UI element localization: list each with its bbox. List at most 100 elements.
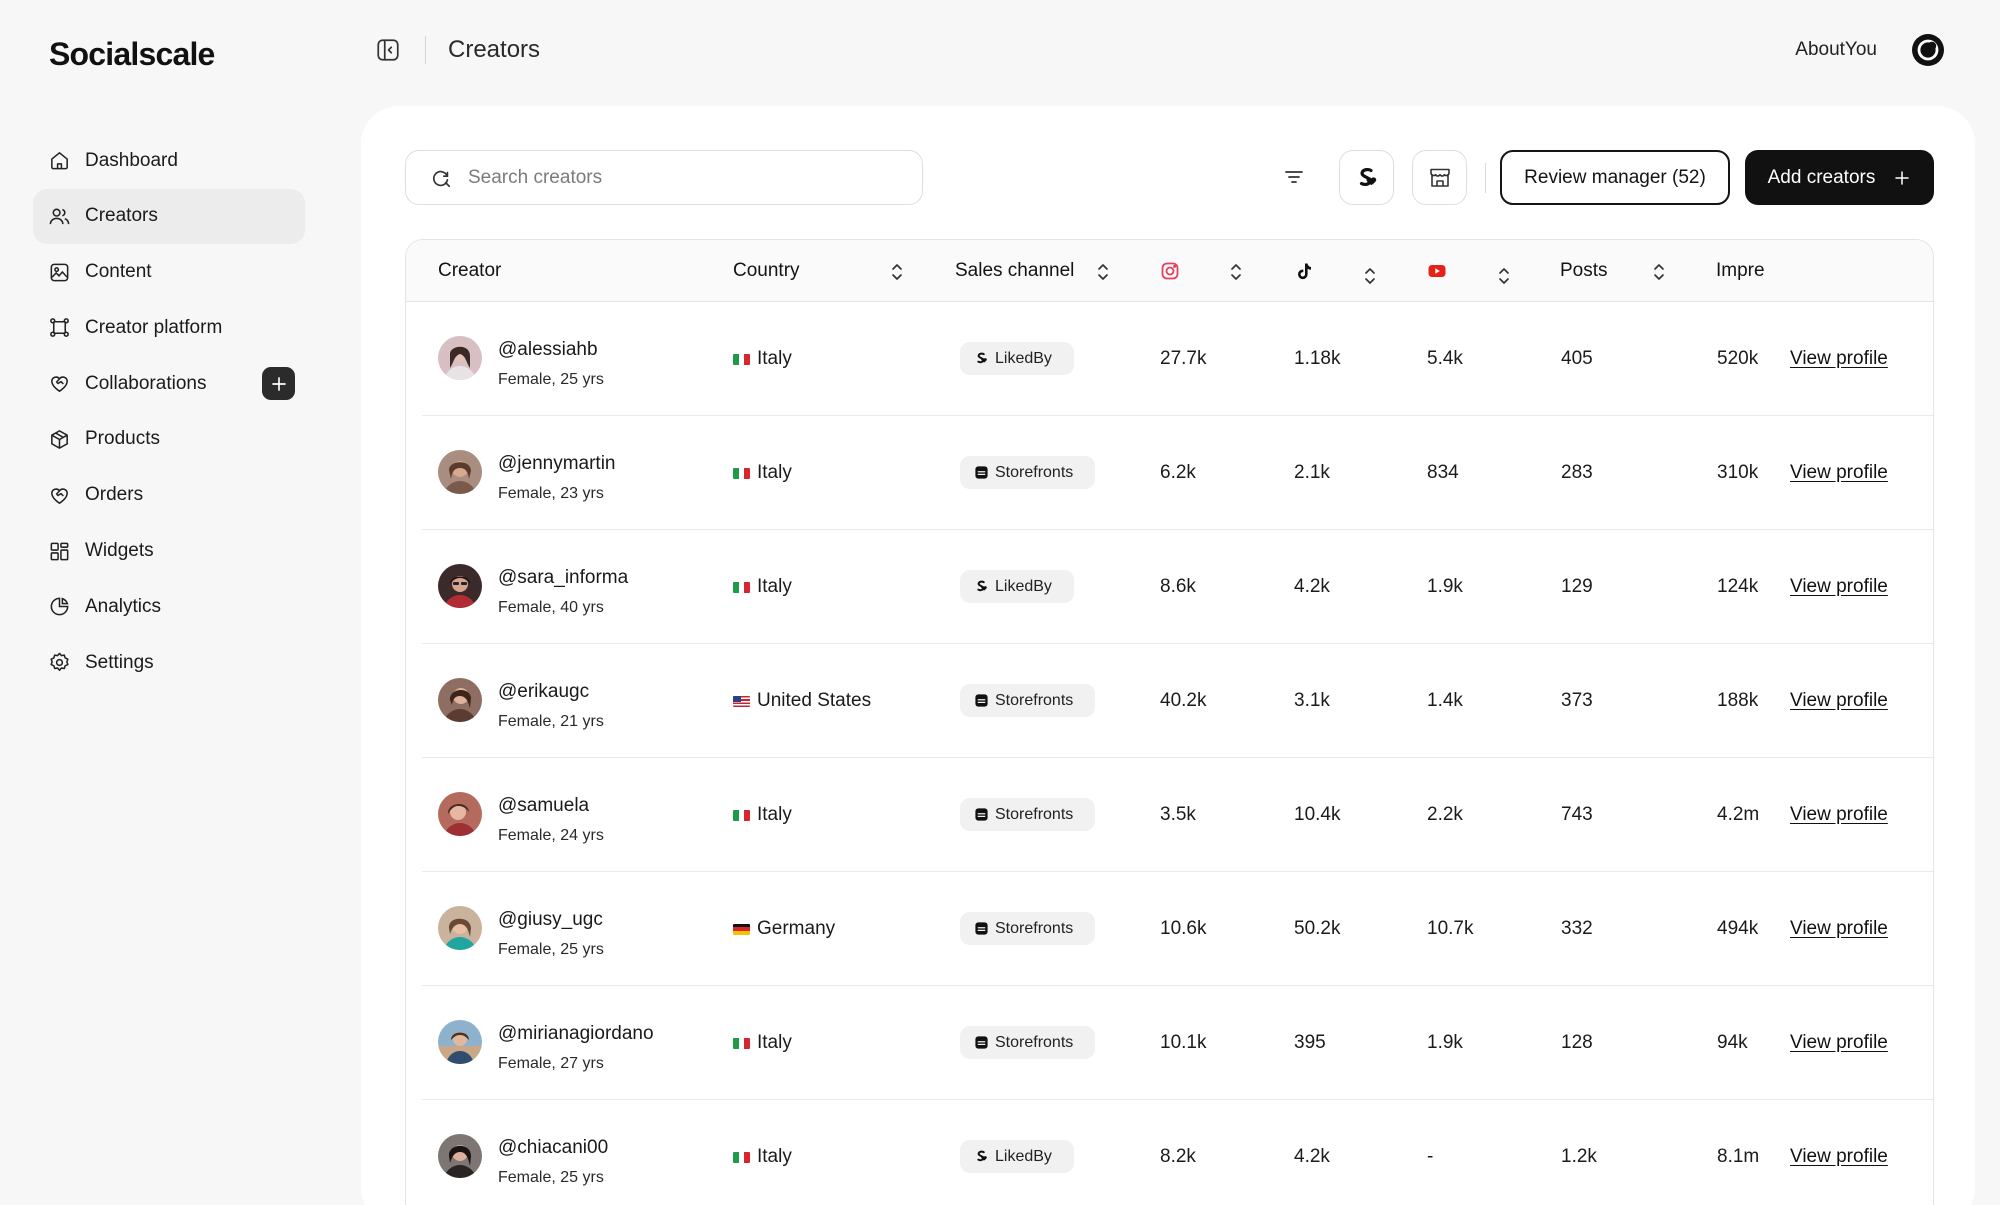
view-profile-link[interactable]: View profile [1790,690,1888,711]
column-posts[interactable]: Posts [1560,260,1608,281]
page-title: Creators [448,36,541,63]
sales-channel-badge: LikedBy [960,570,1074,603]
review-manager-button[interactable]: Review manager (52) [1500,150,1730,205]
creator-handle[interactable]: @samuela [498,795,590,816]
creator-avatar[interactable] [438,1134,482,1178]
storefronts-filter-button[interactable] [1412,150,1467,205]
add-creators-button[interactable]: Add creators [1745,150,1934,205]
sidebar-item-label: Analytics [85,595,162,617]
likedby-filter-button[interactable] [1339,150,1394,205]
sidebar-item-products[interactable]: Products [33,412,305,467]
home-icon [51,152,68,170]
sidebar-item-label: Creator platform [85,316,223,338]
view-profile-link[interactable]: View profile [1790,348,1888,369]
creator-avatar[interactable] [438,450,482,494]
posts-count: 743 [1561,804,1593,825]
creators-table: Creator Country Sales channel Posts Impr… [405,239,1934,1205]
sidebar-item-content[interactable]: Content [33,245,305,300]
creator-handle[interactable]: @chiacani00 [498,1137,609,1158]
search-box[interactable] [405,150,923,205]
likedby-icon [977,580,987,592]
instagram-icon [1161,262,1179,280]
column-country[interactable]: Country [733,260,800,281]
creator-avatar[interactable] [438,1020,482,1064]
creator-handle[interactable]: @mirianagiordano [498,1023,654,1044]
sales-channel-badge: Storefronts [960,456,1096,489]
view-profile-link[interactable]: View profile [1790,1146,1888,1167]
sales-channel-badge: Storefronts [960,912,1096,945]
column-youtube[interactable] [1427,240,1447,302]
column-impressions[interactable]: Impre [1716,260,1765,281]
likedby-icon [1359,167,1376,186]
sidebar-item-label: Settings [85,651,154,673]
sidebar-item-analytics[interactable]: Analytics [33,579,305,634]
sidebar-toggle-icon[interactable] [375,37,401,63]
storefront-icon [975,466,988,479]
creator-country: Italy [733,986,792,1100]
sort-icon[interactable] [1497,265,1511,287]
creator-country: United States [733,644,871,758]
posts-count: 1.2k [1561,1146,1597,1167]
sales-channel-label: Storefronts [995,1033,1074,1051]
creator-avatar[interactable] [438,678,482,722]
country-name: United States [757,690,872,711]
heart-handshake-icon [51,376,68,393]
add-collaboration-button[interactable] [262,367,295,401]
column-sales-channel[interactable]: Sales channel [955,260,1075,281]
search-input[interactable] [468,166,888,189]
sales-channel-badge: Storefronts [960,684,1096,717]
creator-meta: Female, 24 yrs [498,827,604,844]
country-name: Italy [757,804,792,825]
app-logo[interactable]: Socialscale [49,36,215,72]
italy-flag-icon [733,1151,750,1163]
sidebar-item-collaborations[interactable]: Collaborations [33,356,305,411]
creator-avatar[interactable] [438,564,482,608]
country-name: Italy [757,1146,792,1167]
sidebar-item-widgets[interactable]: Widgets [33,524,305,579]
view-profile-link[interactable]: View profile [1790,1032,1888,1053]
sidebar-item-creator-platform[interactable]: Creator platform [33,300,305,355]
sort-icon[interactable] [1652,261,1666,283]
pie-chart-icon [50,597,69,616]
creator-avatar[interactable] [438,792,482,836]
impressions-count: 8.1m [1717,1146,1760,1167]
view-profile-link[interactable]: View profile [1790,576,1888,597]
sidebar-item-label: Dashboard [85,149,178,171]
view-profile-link[interactable]: View profile [1790,804,1888,825]
creator-handle[interactable]: @alessiahb [498,339,598,360]
sort-icon[interactable] [1096,261,1110,283]
widgets-icon [50,542,69,560]
creator-handle[interactable]: @sara_informa [498,567,629,588]
country-name: Germany [757,918,836,939]
sidebar-item-dashboard[interactable]: Dashboard [33,133,305,188]
column-creator[interactable]: Creator [438,260,502,281]
view-profile-link[interactable]: View profile [1790,918,1888,939]
filter-icon[interactable] [1280,163,1308,191]
sidebar-item-orders[interactable]: Orders [33,468,305,523]
view-profile-link[interactable]: View profile [1790,462,1888,483]
table-row: @jennymartin Female, 23 yrs Italy Storef… [422,416,1933,530]
sort-icon[interactable] [890,261,904,283]
account-name[interactable]: AboutYou [1795,39,1877,60]
column-instagram[interactable] [1160,240,1180,302]
sidebar-item-creators[interactable]: Creators [33,188,305,244]
instagram-followers: 10.6k [1160,918,1207,939]
creator-meta: Female, 25 yrs [498,941,604,958]
youtube-followers: - [1427,1146,1434,1167]
posts-count: 332 [1561,918,1593,939]
creator-avatar[interactable] [438,906,482,950]
creator-country: Italy [733,416,792,530]
instagram-followers: 10.1k [1160,1032,1207,1053]
sort-icon[interactable] [1229,261,1243,283]
youtube-followers: 834 [1427,462,1459,483]
sort-icon[interactable] [1363,265,1377,287]
creator-handle[interactable]: @giusy_ugc [498,909,603,930]
country-name: Italy [757,348,792,369]
creator-handle[interactable]: @jennymartin [498,453,616,474]
youtube-followers: 2.2k [1427,804,1463,825]
sidebar-item-settings[interactable]: Settings [33,635,305,690]
column-tiktok[interactable] [1294,240,1314,302]
creator-avatar[interactable] [438,336,482,380]
account-avatar-icon[interactable] [1911,33,1945,67]
creator-handle[interactable]: @erikaugc [498,681,590,702]
